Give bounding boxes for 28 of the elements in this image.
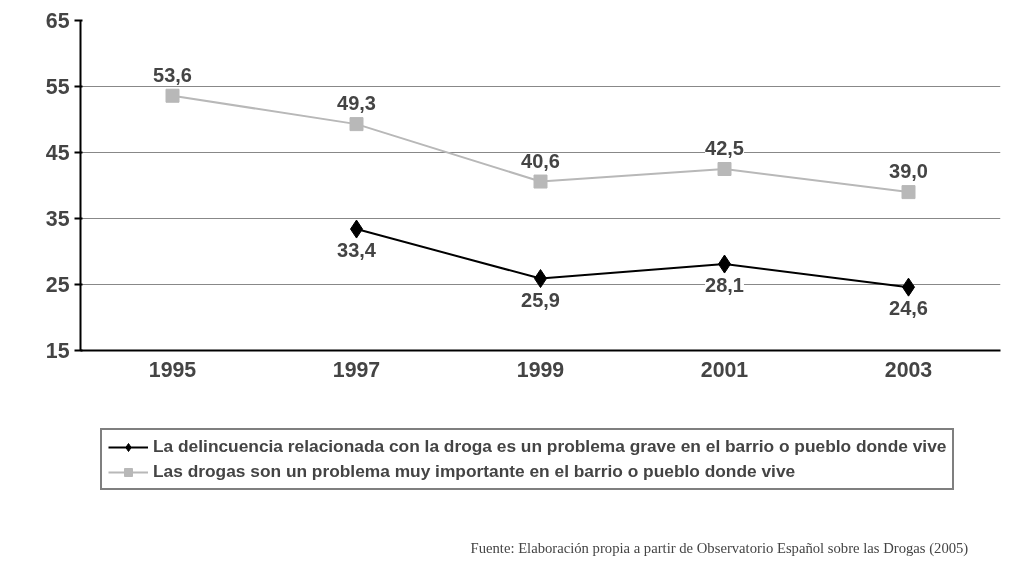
x-tick-label: 1999 <box>516 357 565 382</box>
data-label: 49,3 <box>337 92 376 115</box>
y-tick-label: 35 <box>45 207 70 231</box>
data-label: 33,4 <box>337 239 377 262</box>
data-label: 40,6 <box>521 149 560 172</box>
legend-label: La delincuencia relacionada con la droga es un problema grave en el barrio o pueblo donde vive <box>153 436 947 457</box>
point <box>165 88 180 103</box>
data-label: 24,6 <box>889 297 928 320</box>
point <box>349 117 364 132</box>
point <box>717 162 732 176</box>
y-tick-label: 45 <box>45 141 70 165</box>
y-tick-label: 15 <box>45 339 70 363</box>
x-tick-label: 1995 <box>148 357 197 382</box>
data-label: 25,9 <box>521 288 560 311</box>
source-note: Fuente: Elaboración propia a partir de Observatorio Español sobre las Drogas (2005) <box>470 539 969 557</box>
x-tick-label: 1997 <box>332 357 381 382</box>
x-tick-label: 2001 <box>700 357 749 382</box>
y-tick-label: 65 <box>45 9 70 33</box>
data-label: 28,1 <box>705 274 744 297</box>
data-label: 42,5 <box>705 137 744 159</box>
point <box>901 185 916 200</box>
point <box>533 174 548 189</box>
data-label: 39,0 <box>889 160 928 183</box>
y-tick-label: 55 <box>45 75 70 99</box>
data-label: 53,6 <box>153 63 192 86</box>
y-tick-label: 25 <box>45 273 70 297</box>
legend-label: Las drogas son un problema muy importante en el barrio o pueblo donde vive <box>153 461 796 482</box>
x-tick-label: 2003 <box>884 357 933 382</box>
